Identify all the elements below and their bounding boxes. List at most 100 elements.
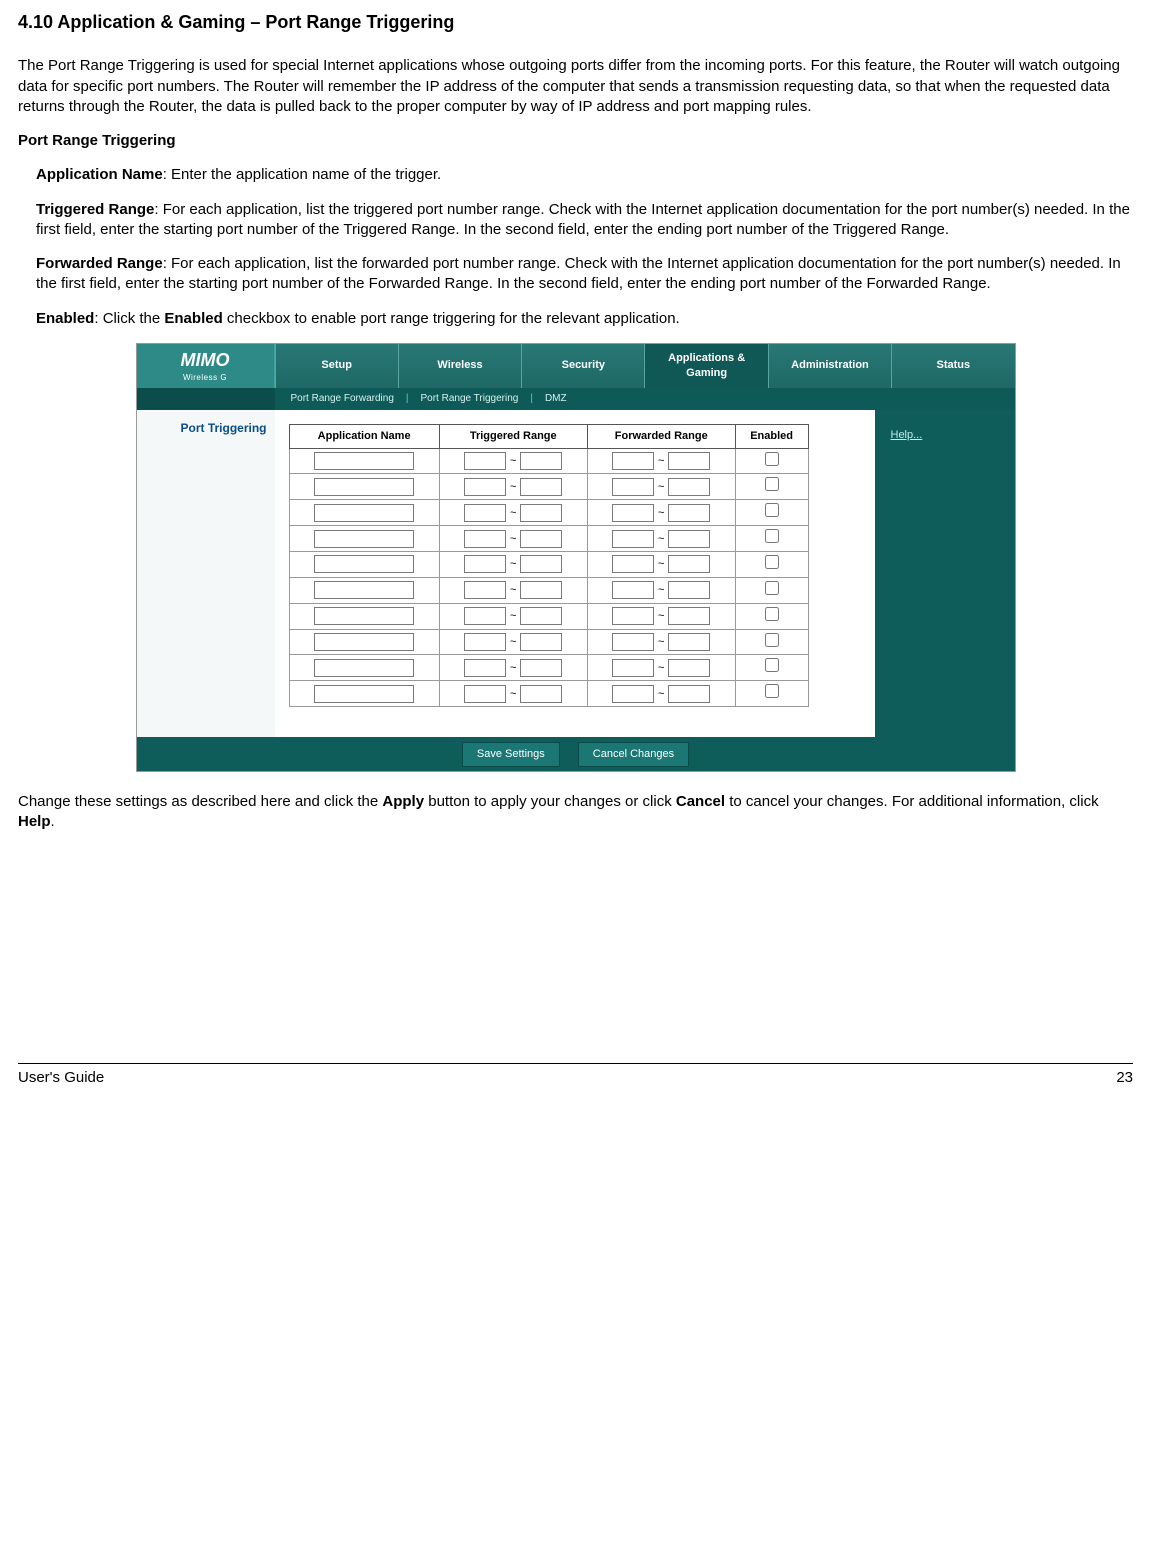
nav-tab-setup[interactable]: Setup xyxy=(275,344,398,388)
forwarded-start-input[interactable] xyxy=(612,555,654,573)
intro-paragraph: The Port Range Triggering is used for sp… xyxy=(18,56,1133,117)
forwarded-end-input[interactable] xyxy=(668,659,710,677)
logo-sub: Wireless G xyxy=(183,373,227,384)
forwarded-end-input[interactable] xyxy=(668,581,710,599)
nav-tab-status[interactable]: Status xyxy=(891,344,1014,388)
forwarded-start-input[interactable] xyxy=(612,452,654,470)
nav-tab-applications-gaming[interactable]: Applications & Gaming xyxy=(644,344,767,388)
forwarded-end-input[interactable] xyxy=(668,478,710,496)
triggered-start-input[interactable] xyxy=(464,478,506,496)
forwarded-start-input[interactable] xyxy=(612,607,654,625)
range-separator: ~ xyxy=(654,455,668,467)
table-row: ~~ xyxy=(289,629,808,655)
triggered-end-input[interactable] xyxy=(520,555,562,573)
forwarded-end-input[interactable] xyxy=(668,504,710,522)
cancel-changes-button[interactable]: Cancel Changes xyxy=(578,742,689,767)
forwarded-start-input[interactable] xyxy=(612,685,654,703)
app-name-input[interactable] xyxy=(314,633,414,651)
forwarded-start-input[interactable] xyxy=(612,504,654,522)
router-screenshot: MIMO Wireless G SetupWirelessSecurityApp… xyxy=(136,343,1016,772)
forwarded-start-input[interactable] xyxy=(612,530,654,548)
triggered-start-input[interactable] xyxy=(464,530,506,548)
app-name-input[interactable] xyxy=(314,478,414,496)
triggered-start-input[interactable] xyxy=(464,633,506,651)
subnav-row: Port Range Forwarding|Port Range Trigger… xyxy=(137,388,1015,410)
range-separator: ~ xyxy=(506,688,520,700)
forwarded-start-input[interactable] xyxy=(612,581,654,599)
app-name-input[interactable] xyxy=(314,581,414,599)
enabled-checkbox[interactable] xyxy=(765,503,779,517)
table-row: ~~ xyxy=(289,603,808,629)
app-name-input[interactable] xyxy=(314,659,414,677)
forwarded-start-input[interactable] xyxy=(612,659,654,677)
app-name-input[interactable] xyxy=(314,530,414,548)
closing-text: Change these settings as described here … xyxy=(18,793,382,810)
triggered-end-input[interactable] xyxy=(520,478,562,496)
forwarded-start-input[interactable] xyxy=(612,633,654,651)
save-settings-button[interactable]: Save Settings xyxy=(462,742,560,767)
center-column: Application NameTriggered RangeForwarded… xyxy=(275,410,875,737)
range-separator: ~ xyxy=(654,584,668,596)
forwarded-end-input[interactable] xyxy=(668,530,710,548)
nav-tab-wireless[interactable]: Wireless xyxy=(398,344,521,388)
def-text: : Click the xyxy=(94,310,164,327)
triggered-start-input[interactable] xyxy=(464,581,506,599)
forwarded-end-input[interactable] xyxy=(668,555,710,573)
app-name-input[interactable] xyxy=(314,607,414,625)
triggered-end-input[interactable] xyxy=(520,685,562,703)
range-separator: ~ xyxy=(654,636,668,648)
nav-tab-security[interactable]: Security xyxy=(521,344,644,388)
closing-text: . xyxy=(51,813,55,830)
triggered-end-input[interactable] xyxy=(520,530,562,548)
forwarded-end-input[interactable] xyxy=(668,685,710,703)
triggered-end-input[interactable] xyxy=(520,659,562,677)
enabled-checkbox[interactable] xyxy=(765,658,779,672)
range-separator: ~ xyxy=(506,636,520,648)
enabled-checkbox[interactable] xyxy=(765,607,779,621)
triggered-start-input[interactable] xyxy=(464,452,506,470)
section-title: 4.10 Application & Gaming – Port Range T… xyxy=(18,10,1133,34)
triggered-end-input[interactable] xyxy=(520,452,562,470)
forwarded-end-input[interactable] xyxy=(668,452,710,470)
enabled-checkbox[interactable] xyxy=(765,581,779,595)
forwarded-start-input[interactable] xyxy=(612,478,654,496)
enabled-checkbox[interactable] xyxy=(765,452,779,466)
triggered-start-input[interactable] xyxy=(464,607,506,625)
nav-tab-administration[interactable]: Administration xyxy=(768,344,891,388)
router-header: MIMO Wireless G SetupWirelessSecurityApp… xyxy=(137,344,1015,388)
app-name-input[interactable] xyxy=(314,504,414,522)
forwarded-end-input[interactable] xyxy=(668,633,710,651)
range-separator: ~ xyxy=(506,610,520,622)
triggered-end-input[interactable] xyxy=(520,633,562,651)
range-separator: ~ xyxy=(506,455,520,467)
router-logo: MIMO Wireless G xyxy=(137,344,275,388)
nav-tabs: SetupWirelessSecurityApplications & Gami… xyxy=(275,344,1015,388)
closing-bold: Apply xyxy=(382,793,424,810)
enabled-checkbox[interactable] xyxy=(765,477,779,491)
footer-left: User's Guide xyxy=(18,1068,104,1088)
enabled-checkbox[interactable] xyxy=(765,684,779,698)
triggered-start-input[interactable] xyxy=(464,555,506,573)
app-name-input[interactable] xyxy=(314,452,414,470)
app-name-input[interactable] xyxy=(314,555,414,573)
subnav-items: Port Range Forwarding|Port Range Trigger… xyxy=(275,388,571,410)
help-link[interactable]: Help... xyxy=(891,429,923,441)
subnav-port-range-triggering[interactable]: Port Range Triggering xyxy=(417,392,523,406)
enabled-checkbox[interactable] xyxy=(765,555,779,569)
app-name-input[interactable] xyxy=(314,685,414,703)
subnav-dmz[interactable]: DMZ xyxy=(541,392,571,406)
enabled-checkbox[interactable] xyxy=(765,633,779,647)
triggered-start-input[interactable] xyxy=(464,685,506,703)
table-row: ~~ xyxy=(289,448,808,474)
triggered-start-input[interactable] xyxy=(464,504,506,522)
range-separator: ~ xyxy=(506,584,520,596)
triggered-end-input[interactable] xyxy=(520,607,562,625)
closing-text: button to apply your changes or click xyxy=(424,793,676,810)
enabled-checkbox[interactable] xyxy=(765,529,779,543)
subnav-port-range-forwarding[interactable]: Port Range Forwarding xyxy=(287,392,398,406)
triggered-end-input[interactable] xyxy=(520,581,562,599)
triggered-end-input[interactable] xyxy=(520,504,562,522)
forwarded-end-input[interactable] xyxy=(668,607,710,625)
table-row: ~~ xyxy=(289,655,808,681)
triggered-start-input[interactable] xyxy=(464,659,506,677)
